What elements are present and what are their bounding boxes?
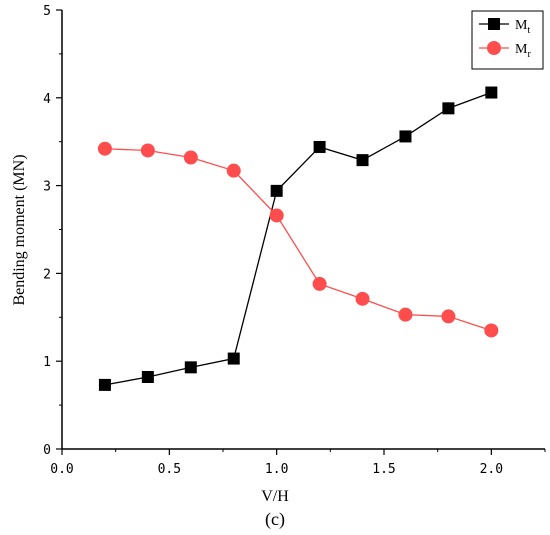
data-point-Mt <box>227 352 240 365</box>
data-point-Mr <box>140 143 155 158</box>
x-tick-label: 1.0 <box>265 462 288 477</box>
series-layer <box>97 86 499 391</box>
series-line-Mt <box>104 91 492 386</box>
legend-label-Mr: Mr <box>515 42 531 60</box>
legend-marker-Mt <box>488 18 500 30</box>
x-tick-label: 0.5 <box>158 462 181 477</box>
data-point-Mt <box>141 371 154 384</box>
legend-label-subscript: t <box>527 25 530 36</box>
y-axis-ticks: 0 1 2 3 4 5 <box>43 4 62 458</box>
legend-label-main: M <box>515 18 528 33</box>
legend-marker-Mr <box>487 41 501 55</box>
data-point-Mr <box>484 323 499 338</box>
data-point-Mr <box>312 276 327 291</box>
data-point-Mr <box>183 150 198 165</box>
data-point-Mt <box>356 154 369 167</box>
y-tick-label: 5 <box>43 4 51 19</box>
x-axis-ticks: 0.0 0.5 1.0 1.5 2.0 <box>50 449 546 477</box>
y-axis-title: Bending moment (MN) <box>11 154 28 305</box>
x-tick-label: 1.5 <box>372 462 395 477</box>
data-point-Mt <box>184 361 197 374</box>
x-tick-label: 2.0 <box>480 462 503 477</box>
data-point-Mr <box>441 309 456 324</box>
legend-label-Mt: Mt <box>515 18 530 36</box>
x-axis-title: V/H <box>261 488 289 505</box>
data-point-Mt <box>313 140 326 153</box>
x-tick-label: 0.0 <box>50 462 73 477</box>
y-tick-label: 3 <box>43 180 51 195</box>
legend-label-subscript: r <box>527 49 531 60</box>
data-point-Mt <box>98 378 111 391</box>
figure-caption: (c) <box>265 509 285 530</box>
data-point-Mt <box>270 184 283 197</box>
y-tick-label: 1 <box>43 355 51 370</box>
legend-box <box>471 10 544 70</box>
series-Mt <box>98 86 498 391</box>
y-tick-label: 4 <box>43 92 51 107</box>
data-point-Mr <box>269 208 284 223</box>
legend-label-main: M <box>515 42 528 57</box>
series-Mr <box>97 141 499 338</box>
data-point-Mr <box>226 163 241 178</box>
y-tick-label: 2 <box>43 267 51 282</box>
data-point-Mt <box>442 102 455 115</box>
axes <box>61 10 545 450</box>
data-point-Mr <box>355 291 370 306</box>
data-point-Mr <box>97 141 112 156</box>
series-line-Mr <box>104 148 492 332</box>
data-point-Mr <box>398 307 413 322</box>
data-point-Mt <box>399 130 412 143</box>
y-tick-label: 0 <box>43 443 51 458</box>
data-point-Mt <box>485 86 498 99</box>
